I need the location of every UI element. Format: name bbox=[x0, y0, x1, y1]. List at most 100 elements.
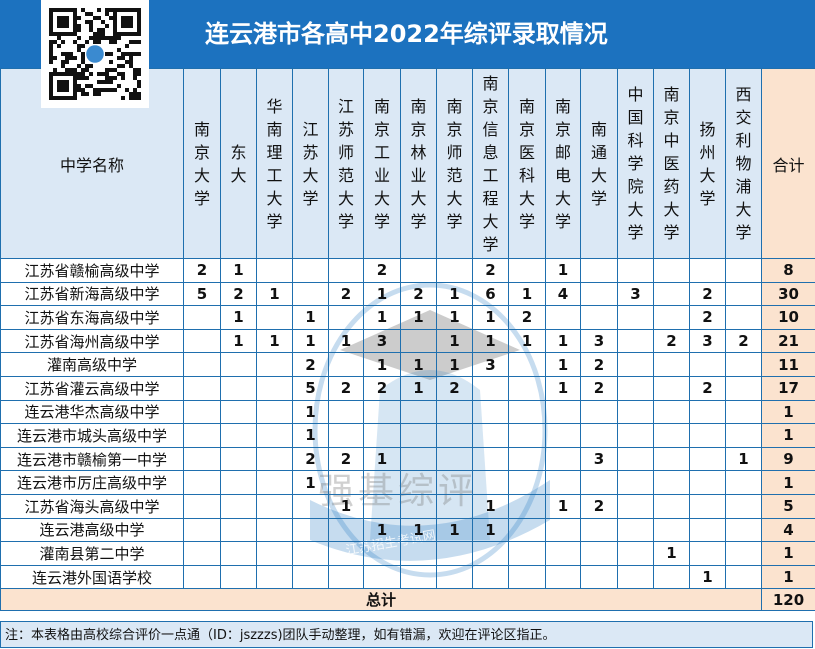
admission-count bbox=[545, 446, 581, 472]
admission-count bbox=[617, 375, 654, 401]
admission-count bbox=[256, 352, 293, 377]
admission-count bbox=[256, 493, 293, 519]
school-name: 江苏省东海高级中学 bbox=[0, 305, 184, 330]
admission-count bbox=[508, 446, 546, 472]
admission-count: 2 bbox=[328, 375, 364, 401]
admission-count bbox=[220, 564, 257, 590]
grand-total: 120 bbox=[761, 588, 815, 612]
admission-count: 2 bbox=[580, 375, 618, 401]
admission-count bbox=[472, 564, 509, 590]
admission-count bbox=[508, 470, 546, 495]
admission-count bbox=[328, 470, 364, 495]
admission-count: 2 bbox=[328, 446, 364, 472]
admission-count: 1 bbox=[220, 328, 257, 354]
admission-count bbox=[689, 493, 726, 519]
admission-count bbox=[580, 305, 618, 330]
admission-count bbox=[220, 375, 257, 401]
admission-count: 2 bbox=[436, 375, 473, 401]
column-header-university: 南通大学 bbox=[580, 68, 618, 259]
admission-count bbox=[183, 493, 221, 519]
admission-count bbox=[436, 541, 473, 566]
admission-count bbox=[292, 564, 329, 590]
admission-count bbox=[617, 564, 654, 590]
university-name: 南京工业大学 bbox=[373, 96, 390, 231]
column-header-university: 南京工业大学 bbox=[363, 68, 401, 259]
university-name: 扬州大学 bbox=[699, 119, 716, 208]
admission-count bbox=[400, 493, 437, 519]
admission-count bbox=[363, 541, 401, 566]
column-header-university: 西交利物浦大学 bbox=[725, 68, 762, 259]
admission-count: 1 bbox=[545, 352, 581, 377]
admission-count bbox=[472, 423, 509, 448]
admission-count bbox=[436, 399, 473, 425]
admission-count bbox=[183, 375, 221, 401]
admission-count bbox=[580, 564, 618, 590]
table-row: 连云港市赣榆第一中学 2 2 1 3 1 9 bbox=[0, 446, 815, 472]
admission-count: 2 bbox=[508, 305, 546, 330]
admission-count: 5 bbox=[183, 281, 221, 307]
admission-count: 1 bbox=[363, 446, 401, 472]
admission-count bbox=[183, 541, 221, 566]
admission-count bbox=[436, 564, 473, 590]
admission-count: 1 bbox=[292, 305, 329, 330]
admission-count bbox=[545, 541, 581, 566]
column-header-university: 华南理工大学 bbox=[256, 68, 293, 259]
admission-count bbox=[689, 541, 726, 566]
admission-count bbox=[220, 517, 257, 543]
admission-count bbox=[400, 258, 437, 283]
table-row: 灌南县第二中学 1 1 bbox=[0, 541, 815, 566]
admission-count: 1 bbox=[292, 470, 329, 495]
school-name: 连云港外国语学校 bbox=[0, 564, 184, 590]
admission-count: 2 bbox=[472, 258, 509, 283]
admission-count bbox=[725, 375, 762, 401]
row-total: 1 bbox=[761, 423, 815, 448]
admission-count: 1 bbox=[363, 305, 401, 330]
admission-count bbox=[220, 446, 257, 472]
column-header-university: 南京大学 bbox=[183, 68, 221, 259]
admission-count: 2 bbox=[689, 305, 726, 330]
admission-count bbox=[653, 281, 690, 307]
admission-count bbox=[545, 470, 581, 495]
admission-count bbox=[725, 305, 762, 330]
admission-count bbox=[328, 517, 364, 543]
university-name: 江苏大学 bbox=[302, 119, 319, 208]
table-row: 江苏省灌云高级中学 5 2 2 1 2 1 2 2 17 bbox=[0, 375, 815, 401]
admission-count bbox=[580, 517, 618, 543]
row-total: 21 bbox=[761, 328, 815, 354]
school-name: 灌南高级中学 bbox=[0, 352, 184, 377]
admission-count bbox=[725, 564, 762, 590]
row-total: 9 bbox=[761, 446, 815, 472]
admission-count bbox=[617, 541, 654, 566]
admission-count: 1 bbox=[436, 328, 473, 354]
admission-count: 1 bbox=[472, 493, 509, 519]
admission-count bbox=[436, 493, 473, 519]
admission-count: 2 bbox=[725, 328, 762, 354]
admission-count: 1 bbox=[472, 517, 509, 543]
table-row: 江苏省海头高级中学 1 1 1 2 5 bbox=[0, 493, 815, 519]
admission-count bbox=[545, 564, 581, 590]
admission-count: 1 bbox=[256, 281, 293, 307]
admission-count bbox=[508, 399, 546, 425]
admission-count: 1 bbox=[328, 328, 364, 354]
admission-count bbox=[436, 446, 473, 472]
admission-count: 2 bbox=[183, 258, 221, 283]
admission-count bbox=[653, 352, 690, 377]
admission-count: 2 bbox=[292, 352, 329, 377]
row-total: 1 bbox=[761, 564, 815, 590]
admission-count: 1 bbox=[545, 258, 581, 283]
admission-count bbox=[617, 470, 654, 495]
admission-count: 1 bbox=[220, 258, 257, 283]
admission-count bbox=[545, 399, 581, 425]
admission-count bbox=[653, 470, 690, 495]
university-name: 南京邮电大学 bbox=[554, 96, 571, 231]
admission-count: 1 bbox=[400, 305, 437, 330]
admission-count bbox=[220, 423, 257, 448]
admission-count bbox=[363, 493, 401, 519]
school-name: 连云港市厉庄高级中学 bbox=[0, 470, 184, 495]
admission-count bbox=[292, 517, 329, 543]
admission-count: 4 bbox=[545, 281, 581, 307]
admission-count: 1 bbox=[436, 352, 473, 377]
admission-count bbox=[400, 470, 437, 495]
admission-count bbox=[653, 564, 690, 590]
admission-count bbox=[256, 399, 293, 425]
